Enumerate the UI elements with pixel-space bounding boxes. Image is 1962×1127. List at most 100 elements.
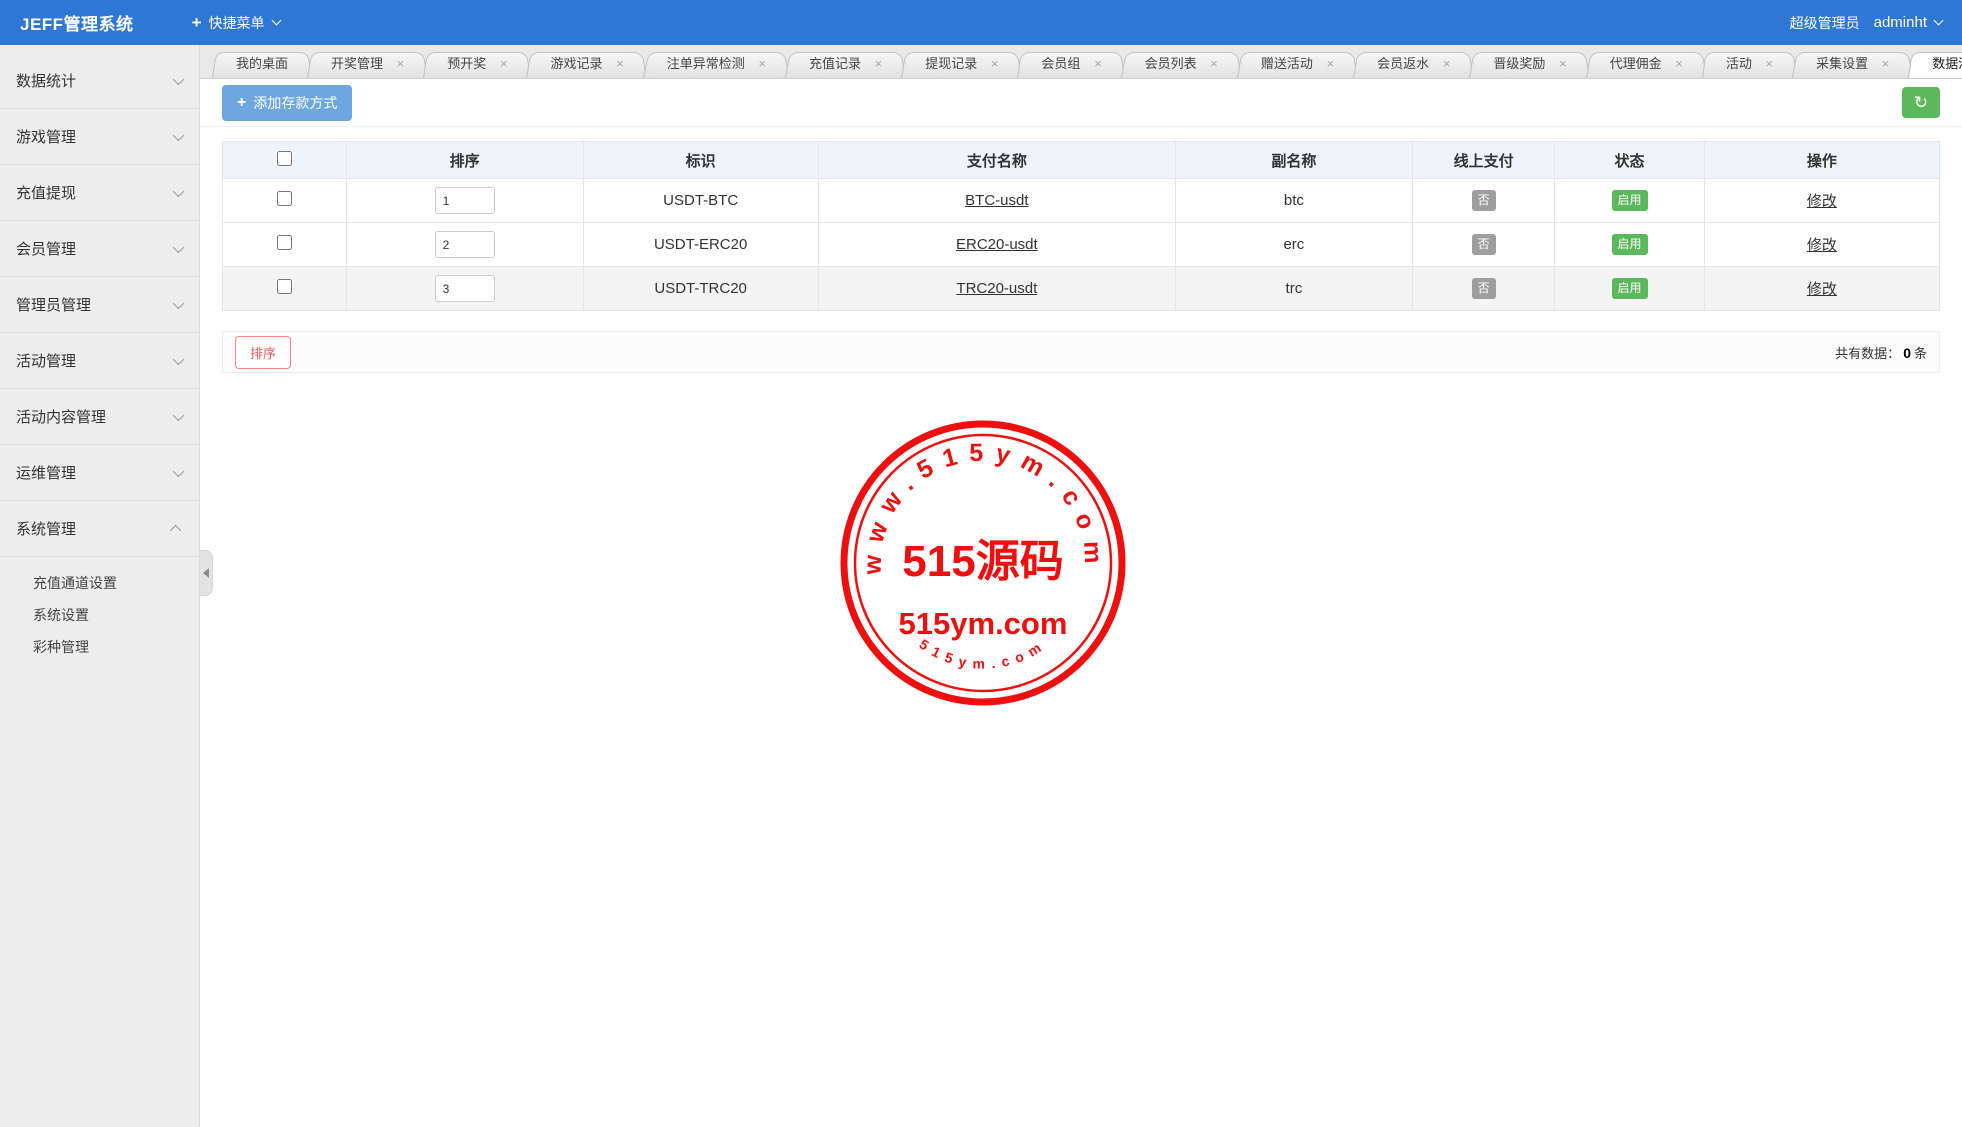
refresh-icon: ↻ bbox=[1913, 93, 1929, 112]
edit-link[interactable]: 修改 bbox=[1806, 281, 1837, 298]
tab-item[interactable]: 会员返水 × bbox=[1353, 50, 1474, 78]
alias-cell: trc bbox=[1174, 266, 1413, 311]
tab-label: 赠送活动 bbox=[1260, 56, 1313, 71]
sidebar-item-activity-content-mgmt[interactable]: 活动内容管理 bbox=[0, 389, 199, 445]
close-icon[interactable]: × bbox=[1326, 56, 1335, 71]
sidebar-subitem-lottery-mgmt[interactable]: 彩种管理 bbox=[33, 639, 89, 655]
close-icon[interactable]: × bbox=[499, 56, 508, 71]
sort-order-input[interactable] bbox=[434, 231, 495, 258]
add-deposit-method-button[interactable]: + 添加存款方式 bbox=[222, 84, 353, 121]
tab-item[interactable]: 注单异常检测 × bbox=[643, 50, 790, 78]
sidebar: 数据统计 游戏管理 充值提现 会员管理 管理员管理 活动管理 活动内容管理 运 bbox=[0, 45, 200, 1127]
quick-menu-button[interactable]: + 快捷菜单 bbox=[192, 13, 281, 33]
close-icon[interactable]: × bbox=[616, 56, 624, 71]
sidebar-item-activity-mgmt[interactable]: 活动管理 bbox=[0, 333, 199, 389]
column-header-alias: 副名称 bbox=[1174, 141, 1413, 179]
sidebar-item-ops-mgmt[interactable]: 运维管理 bbox=[0, 445, 199, 501]
sidebar-item-admin-mgmt[interactable]: 管理员管理 bbox=[0, 277, 199, 333]
status-badge: 启用 bbox=[1611, 190, 1648, 211]
close-icon[interactable]: × bbox=[1442, 56, 1451, 71]
tab-item[interactable]: 晋级奖励 × bbox=[1469, 50, 1590, 78]
chevron-down-icon bbox=[172, 353, 185, 365]
close-icon[interactable]: × bbox=[1094, 56, 1102, 71]
tab-label: 会员返水 bbox=[1377, 56, 1430, 71]
alias-cell: btc bbox=[1174, 178, 1413, 223]
quick-menu-label: 快捷菜单 bbox=[208, 14, 265, 31]
tab-item[interactable]: 充值记录 × bbox=[785, 50, 906, 78]
sidebar-item-label: 活动管理 bbox=[16, 353, 77, 370]
sidebar-subitem-deposit-channel-settings[interactable]: 充值通道设置 bbox=[33, 575, 117, 591]
tab-label: 晋级奖励 bbox=[1493, 56, 1546, 71]
sidebar-subitem-system-settings[interactable]: 系统设置 bbox=[33, 607, 89, 623]
user-menu[interactable]: 超级管理员 adminht bbox=[1790, 13, 1944, 33]
row-checkbox[interactable] bbox=[276, 235, 292, 250]
total-count: 共有数据： 0 条 bbox=[1835, 343, 1927, 362]
close-icon[interactable]: × bbox=[1675, 56, 1683, 71]
close-icon[interactable]: × bbox=[874, 56, 883, 71]
top-bar: JEFF管理系统 + 快捷菜单 超级管理员 adminht bbox=[0, 0, 1962, 45]
apply-sort-button[interactable]: 排序 bbox=[235, 335, 292, 369]
payment-methods-table: 排序 标识 支付名称 副名称 线上支付 状态 操作 USDT-BTC BTC bbox=[222, 141, 1941, 311]
pay-name-link[interactable]: TRC20-usdt bbox=[956, 280, 1038, 297]
tab-item-active[interactable]: 数据清理 bbox=[1908, 50, 1962, 78]
column-header-action: 操作 bbox=[1703, 141, 1941, 179]
tab-item[interactable]: 我的桌面 bbox=[212, 50, 312, 78]
tab-item[interactable]: 会员列表 × bbox=[1121, 50, 1242, 78]
total-count-unit: 条 bbox=[1913, 345, 1927, 361]
close-icon[interactable]: × bbox=[396, 56, 405, 71]
tab-label: 开奖管理 bbox=[331, 56, 384, 71]
tab-item[interactable]: 开奖管理 × bbox=[307, 50, 428, 78]
status-badge: 启用 bbox=[1611, 278, 1648, 299]
select-all-checkbox[interactable] bbox=[276, 150, 292, 166]
tab-item[interactable]: 提现记录 × bbox=[901, 50, 1022, 78]
sidebar-submenu: 充值通道设置 系统设置 彩种管理 bbox=[0, 557, 199, 669]
sidebar-item-label: 游戏管理 bbox=[16, 129, 77, 146]
tab-item[interactable]: 活动 × bbox=[1702, 50, 1797, 78]
tab-item[interactable]: 会员组 × bbox=[1017, 50, 1125, 78]
close-icon[interactable]: × bbox=[1765, 56, 1774, 71]
chevron-up-icon bbox=[169, 524, 182, 536]
close-icon[interactable]: × bbox=[990, 56, 999, 71]
sidebar-item-data-stats[interactable]: 数据统计 bbox=[0, 53, 199, 109]
sort-order-input[interactable] bbox=[434, 275, 495, 302]
close-icon[interactable]: × bbox=[1559, 56, 1567, 71]
sidebar-item-game-mgmt[interactable]: 游戏管理 bbox=[0, 109, 199, 165]
table-footer-bar: 排序 共有数据： 0 条 bbox=[222, 331, 1940, 373]
add-deposit-method-label: 添加存款方式 bbox=[253, 94, 338, 111]
username: adminht bbox=[1873, 14, 1927, 31]
chevron-down-icon bbox=[172, 241, 185, 253]
refresh-button[interactable]: ↻ bbox=[1902, 87, 1940, 118]
edit-link[interactable]: 修改 bbox=[1806, 237, 1837, 254]
plus-icon: + bbox=[237, 93, 247, 111]
row-checkbox[interactable] bbox=[276, 191, 292, 206]
close-icon[interactable]: × bbox=[1881, 56, 1890, 71]
edit-link[interactable]: 修改 bbox=[1806, 193, 1837, 210]
sidebar-item-label: 管理员管理 bbox=[16, 297, 92, 314]
table-header-row: 排序 标识 支付名称 副名称 线上支付 状态 操作 bbox=[222, 141, 1941, 179]
tab-label: 预开奖 bbox=[447, 56, 487, 71]
online-pay-badge: 否 bbox=[1471, 234, 1496, 255]
pay-name-link[interactable]: ERC20-usdt bbox=[955, 236, 1038, 253]
column-header-online-pay: 线上支付 bbox=[1411, 141, 1556, 179]
sidebar-item-deposit-withdraw[interactable]: 充值提现 bbox=[0, 165, 199, 221]
tab-item[interactable]: 代理佣金 × bbox=[1586, 50, 1707, 78]
chevron-left-icon bbox=[203, 568, 209, 578]
sort-order-input[interactable] bbox=[434, 187, 495, 214]
tab-item[interactable]: 赠送活动 × bbox=[1237, 50, 1358, 78]
total-count-label: 共有数据： bbox=[1835, 345, 1901, 361]
tab-item[interactable]: 游戏记录 × bbox=[526, 50, 647, 78]
chevron-down-icon bbox=[172, 297, 185, 309]
tab-label: 游戏记录 bbox=[550, 56, 603, 71]
close-icon[interactable]: × bbox=[758, 56, 766, 71]
tab-item[interactable]: 预开奖 × bbox=[423, 50, 531, 78]
tab-item[interactable]: 采集设置 × bbox=[1792, 50, 1913, 78]
sidebar-item-system-mgmt[interactable]: 系统管理 bbox=[0, 501, 199, 557]
sidebar-collapse-handle[interactable] bbox=[200, 550, 213, 596]
row-checkbox[interactable] bbox=[276, 279, 292, 294]
toolbar: + 添加存款方式 ↻ bbox=[200, 79, 1962, 127]
sidebar-item-member-mgmt[interactable]: 会员管理 bbox=[0, 221, 199, 277]
close-icon[interactable]: × bbox=[1210, 56, 1218, 71]
column-header-sort: 排序 bbox=[345, 141, 584, 179]
tab-bar: 我的桌面 开奖管理 × 预开奖 × 游戏记录 × 注单异常检测 × 充值记录 × bbox=[200, 45, 1962, 79]
pay-name-link[interactable]: BTC-usdt bbox=[965, 192, 1029, 209]
